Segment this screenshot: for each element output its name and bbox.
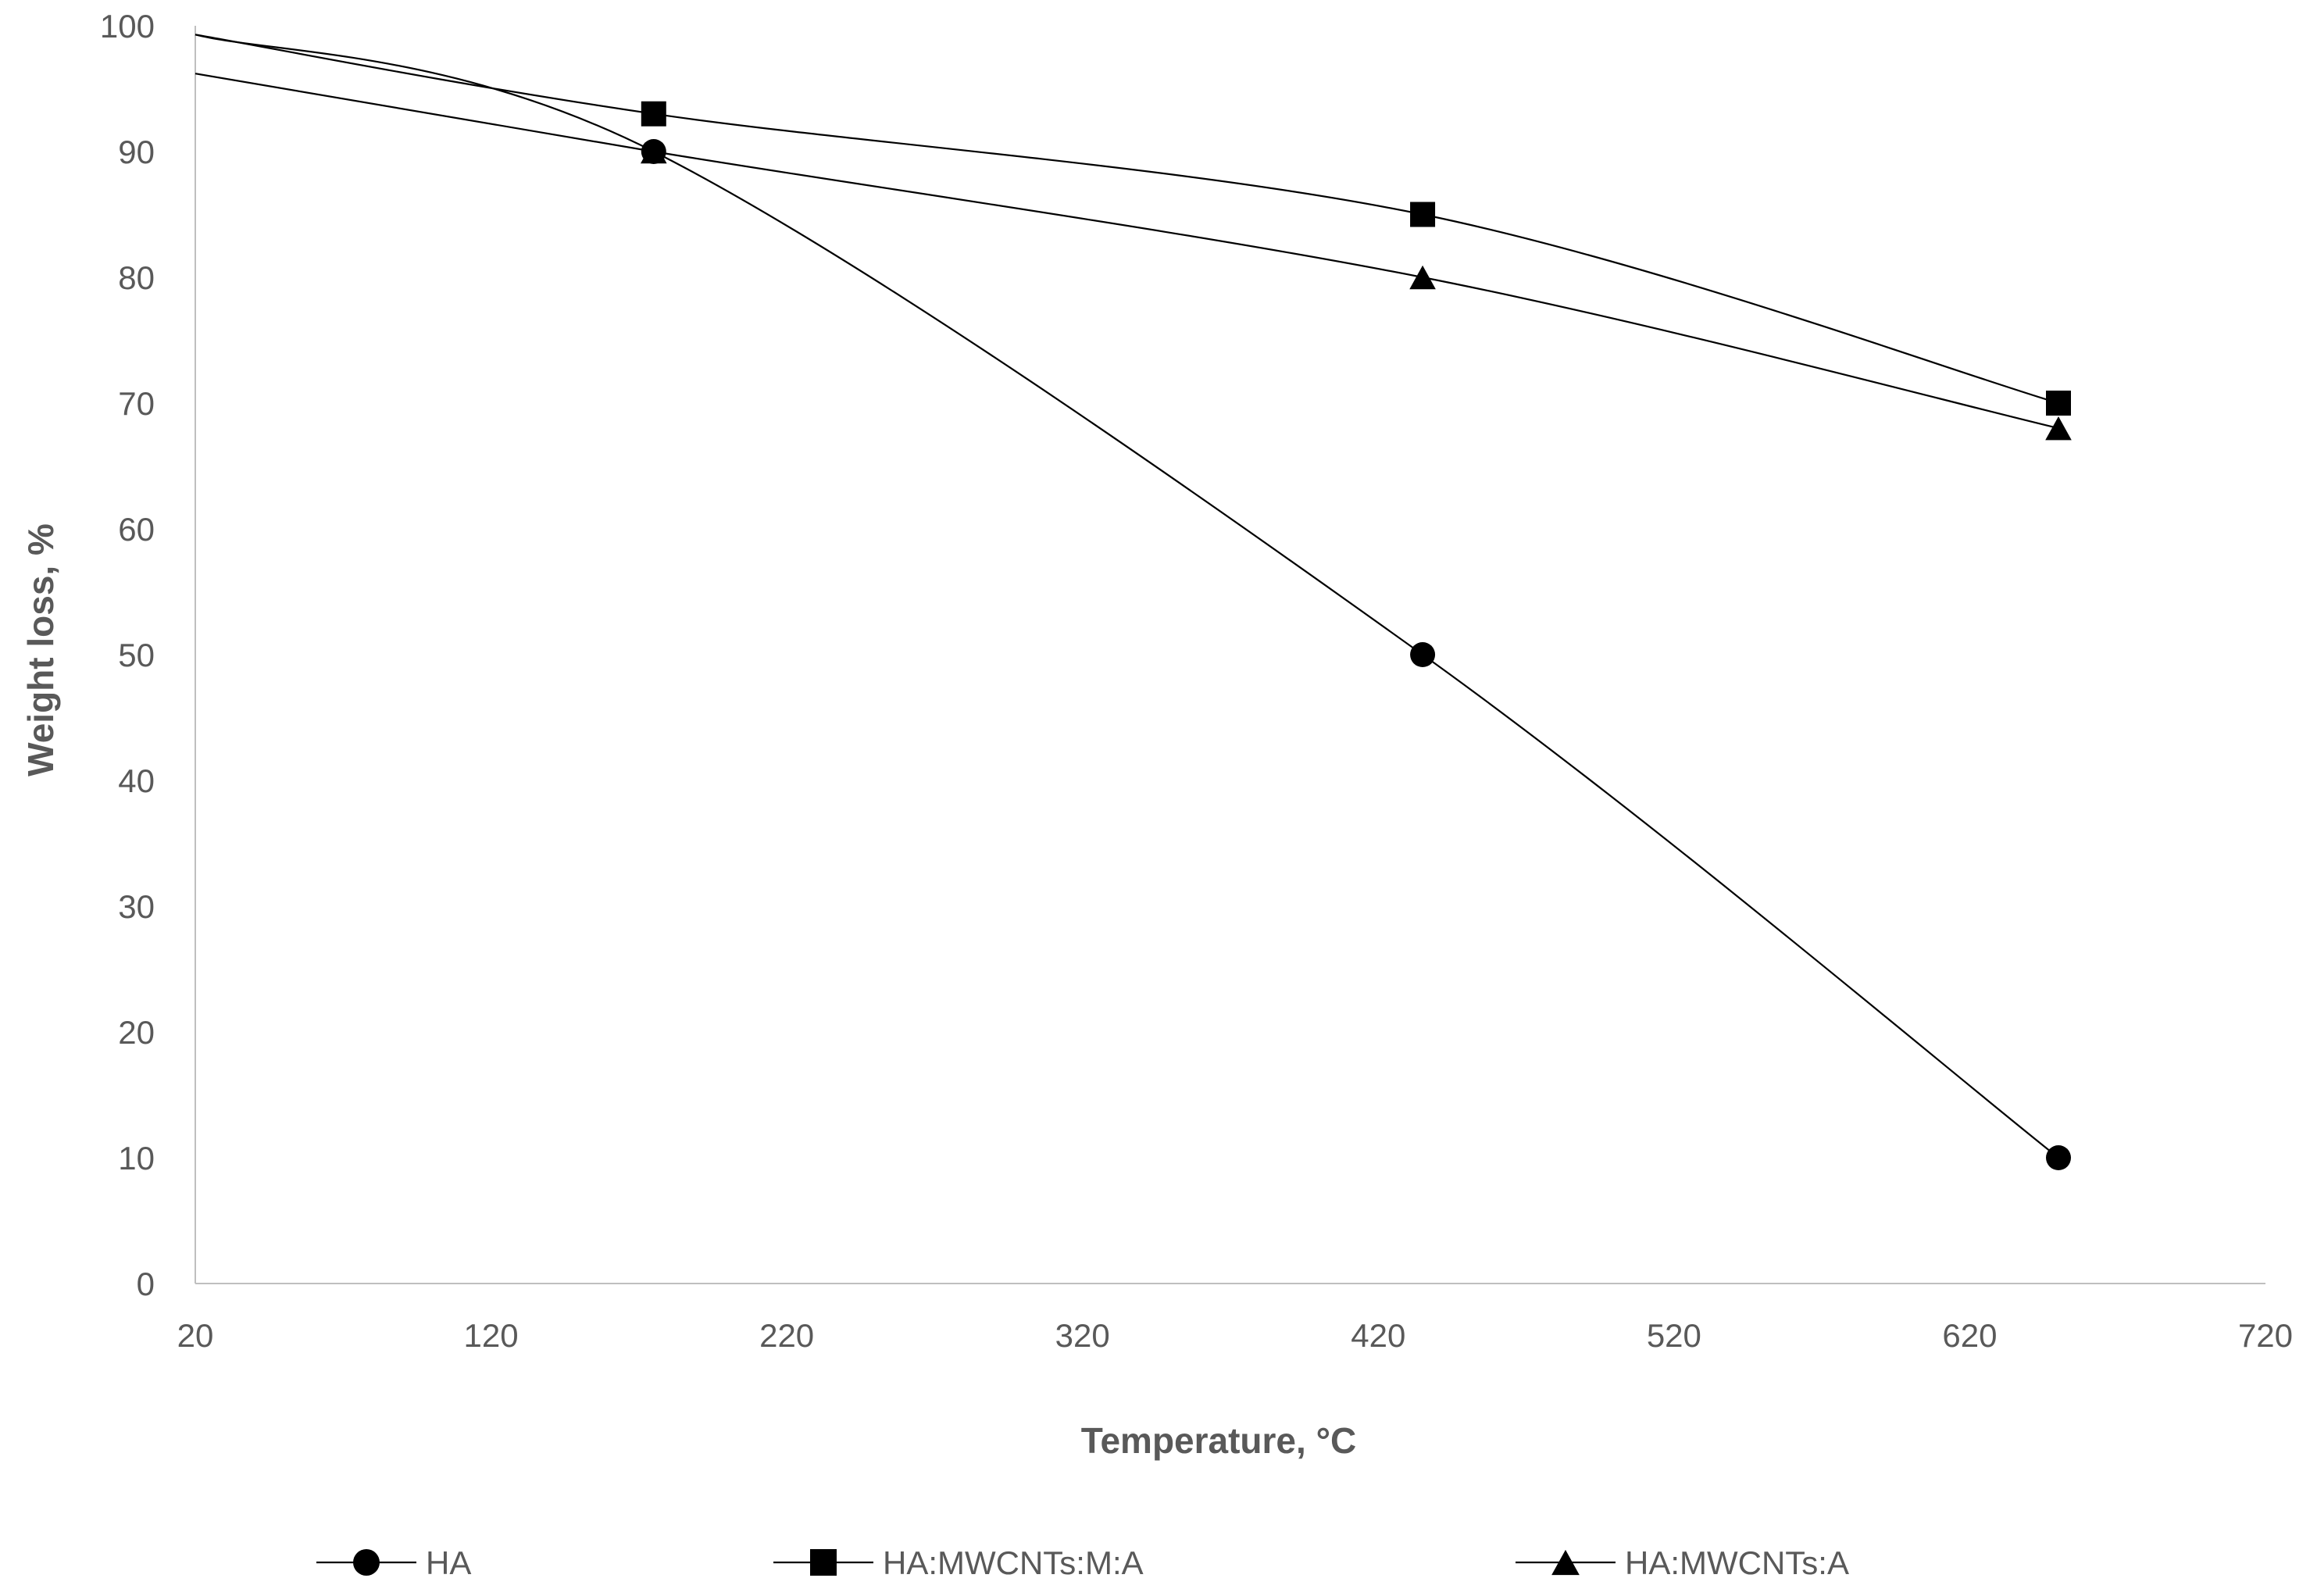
y-tick-label: 10 xyxy=(118,1140,155,1176)
y-tick-label: 90 xyxy=(118,134,155,170)
legend-label: HA:MWCNTs:M:A xyxy=(883,1544,1144,1581)
series-line-triangle xyxy=(195,73,2059,430)
legend-label: HA:MWCNTs:A xyxy=(1625,1544,1849,1581)
data-point-square xyxy=(641,101,666,127)
axes xyxy=(195,26,2265,1284)
y-tick-label: 0 xyxy=(137,1266,155,1302)
legend-circle-icon xyxy=(353,1549,380,1576)
legend-square-icon xyxy=(810,1549,837,1576)
x-tick-label: 220 xyxy=(759,1317,814,1354)
series-line-circle xyxy=(195,34,2059,1159)
data-point-square xyxy=(2046,391,2071,416)
legend-triangle-icon xyxy=(1551,1549,1580,1576)
y-tick-label: 70 xyxy=(118,385,155,422)
series-lines xyxy=(195,34,2059,1159)
y-tick-label: 80 xyxy=(118,259,155,296)
y-tick-label: 30 xyxy=(118,888,155,925)
data-point-triangle xyxy=(640,139,667,164)
x-tick-labels: 20 120 220 320 420 520 620 720 xyxy=(177,1317,2293,1354)
y-tick-label: 40 xyxy=(118,762,155,799)
legend-item: HA xyxy=(316,1544,471,1581)
x-tick-label: 120 xyxy=(464,1317,519,1354)
y-axis-title: Weight loss, % xyxy=(20,523,61,777)
legend-label: HA xyxy=(426,1544,471,1581)
x-tick-label: 420 xyxy=(1351,1317,1405,1354)
y-tick-label: 60 xyxy=(118,511,155,548)
legend-item: HA:MWCNTs:A xyxy=(1516,1544,1849,1581)
x-tick-label: 20 xyxy=(177,1317,214,1354)
series-markers xyxy=(640,101,2072,1170)
legend: HA HA:MWCNTs:M:A HA:MWCNTs:A xyxy=(316,1544,1849,1581)
series-line-square xyxy=(195,34,2059,405)
x-tick-label: 520 xyxy=(1647,1317,1701,1354)
x-tick-label: 720 xyxy=(2238,1317,2293,1354)
legend-item: HA:MWCNTs:M:A xyxy=(773,1544,1144,1581)
y-tick-label: 20 xyxy=(118,1014,155,1051)
y-tick-label: 100 xyxy=(100,8,155,45)
x-tick-label: 620 xyxy=(1942,1317,1997,1354)
x-tick-label: 320 xyxy=(1055,1317,1110,1354)
data-point-circle xyxy=(2046,1145,2071,1170)
y-tick-labels: 0 10 20 30 40 50 60 70 80 90 100 xyxy=(100,8,155,1302)
data-point-triangle xyxy=(2045,416,2072,441)
data-point-square xyxy=(1410,202,1436,227)
y-tick-label: 50 xyxy=(118,637,155,673)
data-point-triangle xyxy=(1409,265,1436,290)
x-axis-title: Temperature, °C xyxy=(1081,1420,1356,1461)
data-point-circle xyxy=(1410,642,1436,667)
